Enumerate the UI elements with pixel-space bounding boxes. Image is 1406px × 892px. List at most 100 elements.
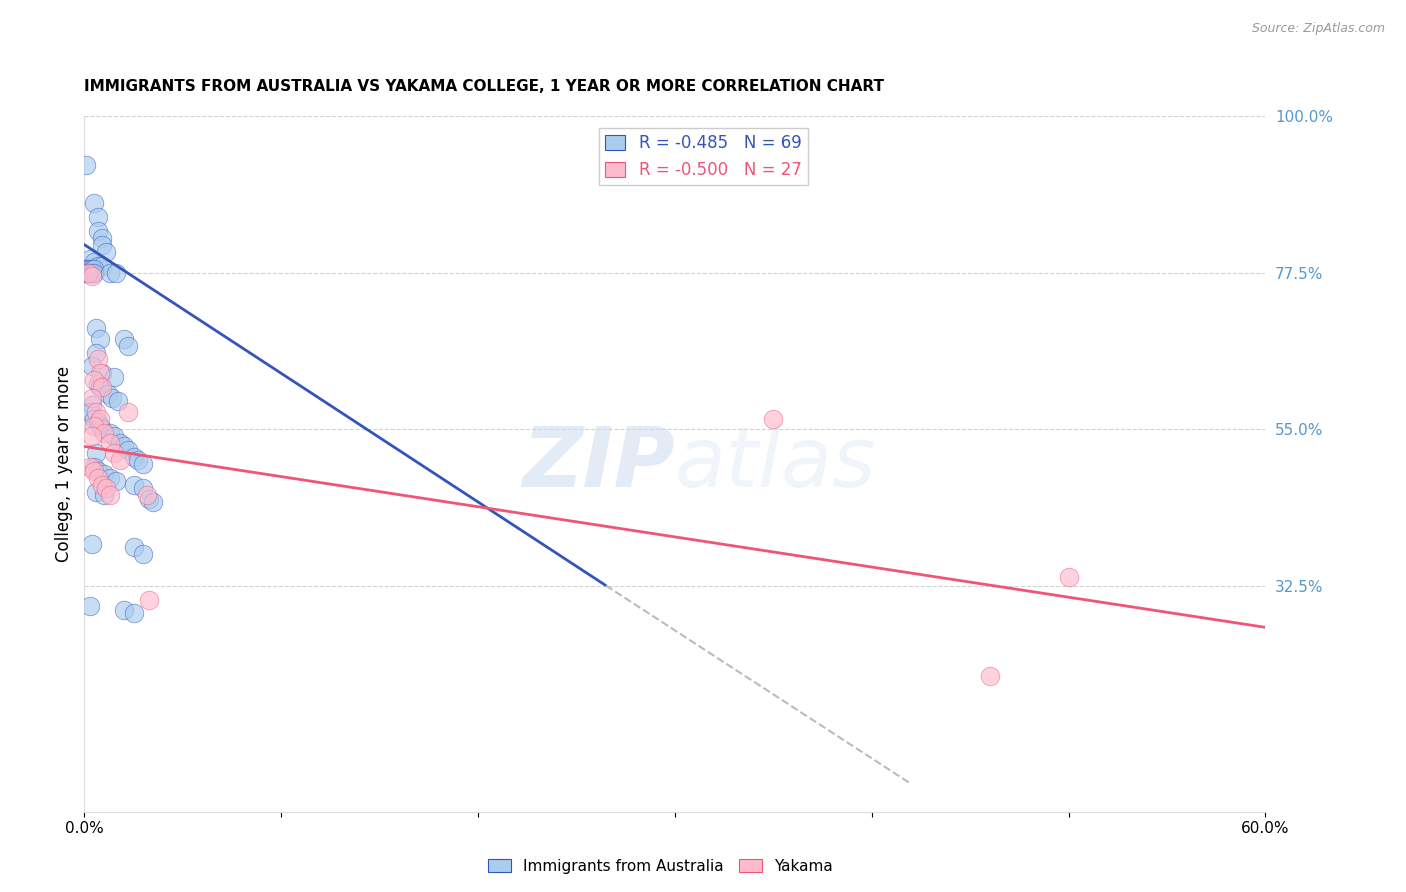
Point	[83, 464, 105, 478]
Y-axis label: College, 1 year or more: College, 1 year or more	[55, 366, 73, 562]
Point	[87, 352, 110, 367]
Point	[91, 422, 114, 436]
Point	[89, 411, 111, 425]
Point	[82, 359, 104, 374]
Point	[75, 262, 97, 277]
Point	[84, 405, 107, 419]
Point	[127, 453, 149, 467]
Point	[83, 255, 105, 269]
Point	[83, 411, 105, 425]
Point	[101, 391, 124, 405]
Point	[104, 266, 127, 280]
Point	[82, 398, 104, 412]
Point	[91, 231, 114, 245]
Text: atlas: atlas	[675, 424, 876, 504]
Text: IMMIGRANTS FROM AUSTRALIA VS YAKAMA COLLEGE, 1 YEAR OR MORE CORRELATION CHART: IMMIGRANTS FROM AUSTRALIA VS YAKAMA COLL…	[84, 78, 884, 94]
Point	[73, 266, 96, 280]
Point	[117, 442, 139, 457]
Point	[108, 436, 131, 450]
Point	[79, 252, 101, 266]
Point	[87, 464, 110, 478]
Point	[117, 338, 139, 352]
Point	[79, 599, 101, 614]
Point	[77, 266, 100, 280]
Point	[79, 266, 101, 280]
Point	[79, 460, 101, 475]
Legend: Immigrants from Australia, Yakama: Immigrants from Australia, Yakama	[482, 853, 839, 880]
Point	[83, 418, 105, 433]
Point	[89, 332, 111, 346]
Point	[83, 373, 105, 387]
Point	[122, 607, 145, 621]
Point	[84, 345, 107, 359]
Point	[1057, 570, 1080, 584]
Point	[98, 471, 121, 485]
Point	[112, 603, 135, 617]
Point	[103, 446, 125, 460]
Point	[142, 495, 165, 509]
Point	[91, 477, 114, 491]
Point	[94, 244, 117, 259]
Point	[84, 484, 107, 499]
Point	[98, 436, 121, 450]
Point	[84, 321, 107, 335]
Point	[93, 425, 115, 440]
Point	[132, 547, 155, 561]
Point	[132, 481, 155, 495]
Point	[138, 592, 160, 607]
Point	[112, 440, 135, 454]
Point	[79, 405, 101, 419]
Point	[83, 262, 105, 277]
Point	[83, 196, 105, 211]
Point	[83, 266, 105, 280]
Point	[89, 367, 111, 381]
Point	[98, 266, 121, 280]
Point	[103, 429, 125, 443]
Point	[91, 380, 114, 394]
Point	[122, 450, 145, 464]
Point	[136, 488, 159, 502]
Point	[75, 266, 97, 280]
Point	[87, 415, 110, 429]
Point	[104, 475, 127, 489]
Point	[98, 488, 121, 502]
Point	[84, 446, 107, 460]
Point	[89, 380, 111, 394]
Point	[122, 477, 145, 491]
Point	[98, 425, 121, 440]
Point	[79, 262, 101, 277]
Point	[122, 541, 145, 555]
Point	[87, 259, 110, 273]
Legend: R = -0.485   N = 69, R = -0.500   N = 27: R = -0.485 N = 69, R = -0.500 N = 27	[599, 128, 808, 186]
Point	[82, 391, 104, 405]
Point	[89, 418, 111, 433]
Point	[83, 460, 105, 475]
Point	[762, 411, 785, 425]
Point	[91, 237, 114, 252]
Point	[87, 376, 110, 391]
Point	[87, 471, 110, 485]
Point	[93, 467, 115, 482]
Point	[73, 262, 96, 277]
Point	[117, 405, 139, 419]
Point	[108, 453, 131, 467]
Point	[82, 266, 104, 280]
Point	[87, 224, 110, 238]
Point	[103, 369, 125, 384]
Point	[91, 367, 114, 381]
Point	[82, 262, 104, 277]
Point	[93, 488, 115, 502]
Point	[138, 491, 160, 506]
Point	[94, 481, 117, 495]
Point	[82, 429, 104, 443]
Point	[87, 210, 110, 224]
Point	[979, 669, 1001, 683]
Point	[91, 259, 114, 273]
Point	[112, 332, 135, 346]
Point	[82, 537, 104, 551]
Point	[77, 262, 100, 277]
Point	[132, 457, 155, 471]
Point	[97, 387, 120, 401]
Point	[107, 394, 129, 409]
Point	[75, 158, 97, 172]
